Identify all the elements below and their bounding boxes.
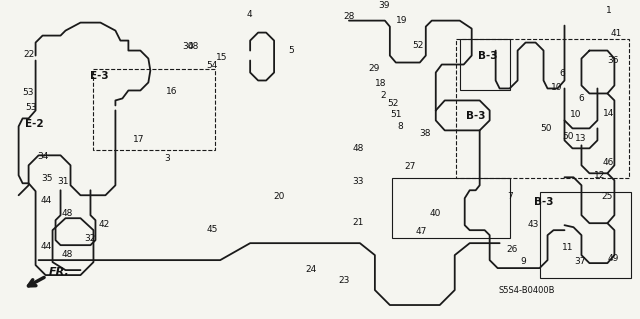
Text: 10: 10 xyxy=(551,83,563,92)
Text: 41: 41 xyxy=(611,29,622,38)
Text: 1: 1 xyxy=(605,6,611,15)
Text: 3: 3 xyxy=(164,154,170,163)
Text: 23: 23 xyxy=(339,276,349,285)
Bar xyxy=(392,178,509,238)
Text: 25: 25 xyxy=(602,192,613,201)
Text: B-3: B-3 xyxy=(534,197,554,207)
Bar xyxy=(540,192,632,278)
Text: 27: 27 xyxy=(404,162,415,171)
Bar xyxy=(93,69,215,150)
Text: 14: 14 xyxy=(603,109,614,118)
Text: 32: 32 xyxy=(84,234,95,243)
Text: 44: 44 xyxy=(41,242,52,251)
Text: E-2: E-2 xyxy=(25,119,44,130)
Text: 48: 48 xyxy=(352,144,364,153)
Text: 29: 29 xyxy=(368,64,380,73)
Text: 17: 17 xyxy=(132,135,144,144)
Text: 46: 46 xyxy=(603,158,614,167)
Text: 52: 52 xyxy=(412,41,424,50)
Text: 21: 21 xyxy=(352,218,364,227)
Text: 48: 48 xyxy=(62,250,73,259)
Text: 49: 49 xyxy=(608,254,619,263)
Text: 2: 2 xyxy=(380,91,386,100)
Text: 16: 16 xyxy=(166,87,177,96)
Bar xyxy=(456,39,629,178)
Text: 51: 51 xyxy=(390,110,401,119)
Text: 48: 48 xyxy=(62,209,73,218)
Text: 35: 35 xyxy=(41,174,52,183)
Text: 28: 28 xyxy=(343,12,355,21)
Text: 34: 34 xyxy=(37,152,48,161)
Text: 50: 50 xyxy=(563,132,574,141)
Text: 24: 24 xyxy=(305,264,317,274)
Text: 19: 19 xyxy=(396,16,408,25)
Text: 54: 54 xyxy=(207,61,218,70)
Text: 15: 15 xyxy=(216,53,228,62)
Text: 8: 8 xyxy=(397,122,403,131)
Text: B-3: B-3 xyxy=(478,50,497,61)
Text: 18: 18 xyxy=(375,79,387,88)
Text: 53: 53 xyxy=(22,88,33,97)
Text: 44: 44 xyxy=(41,196,52,205)
Text: 26: 26 xyxy=(506,245,517,254)
Text: 6: 6 xyxy=(579,94,584,103)
Text: 37: 37 xyxy=(575,256,586,266)
Text: 22: 22 xyxy=(23,50,34,59)
Text: 10: 10 xyxy=(570,110,581,119)
Text: FR.: FR. xyxy=(49,267,69,277)
Text: 38: 38 xyxy=(419,129,431,138)
Text: E-3: E-3 xyxy=(90,71,109,81)
Text: 11: 11 xyxy=(562,243,573,252)
Text: 5: 5 xyxy=(288,46,294,55)
Text: 12: 12 xyxy=(594,171,605,180)
Text: 45: 45 xyxy=(207,225,218,234)
Text: 33: 33 xyxy=(352,177,364,186)
Text: 20: 20 xyxy=(273,192,285,201)
Text: 53: 53 xyxy=(25,103,36,112)
Text: 13: 13 xyxy=(575,134,586,143)
Text: 43: 43 xyxy=(528,220,540,229)
Text: 42: 42 xyxy=(99,220,110,229)
Text: 4: 4 xyxy=(246,10,252,19)
Text: B-3: B-3 xyxy=(466,111,485,122)
Text: 9: 9 xyxy=(521,256,527,266)
Text: S5S4-B0400B: S5S4-B0400B xyxy=(499,286,555,294)
Text: 48: 48 xyxy=(188,42,199,51)
Text: 6: 6 xyxy=(559,69,565,78)
Text: 52: 52 xyxy=(387,99,399,108)
Text: 50: 50 xyxy=(540,124,551,133)
Text: 47: 47 xyxy=(415,227,426,236)
Text: 7: 7 xyxy=(507,192,513,201)
Text: 30: 30 xyxy=(182,42,194,51)
Text: 40: 40 xyxy=(429,209,440,218)
Text: 39: 39 xyxy=(378,1,390,10)
Text: 36: 36 xyxy=(607,56,619,65)
Bar xyxy=(460,39,509,91)
Text: 31: 31 xyxy=(58,177,69,186)
